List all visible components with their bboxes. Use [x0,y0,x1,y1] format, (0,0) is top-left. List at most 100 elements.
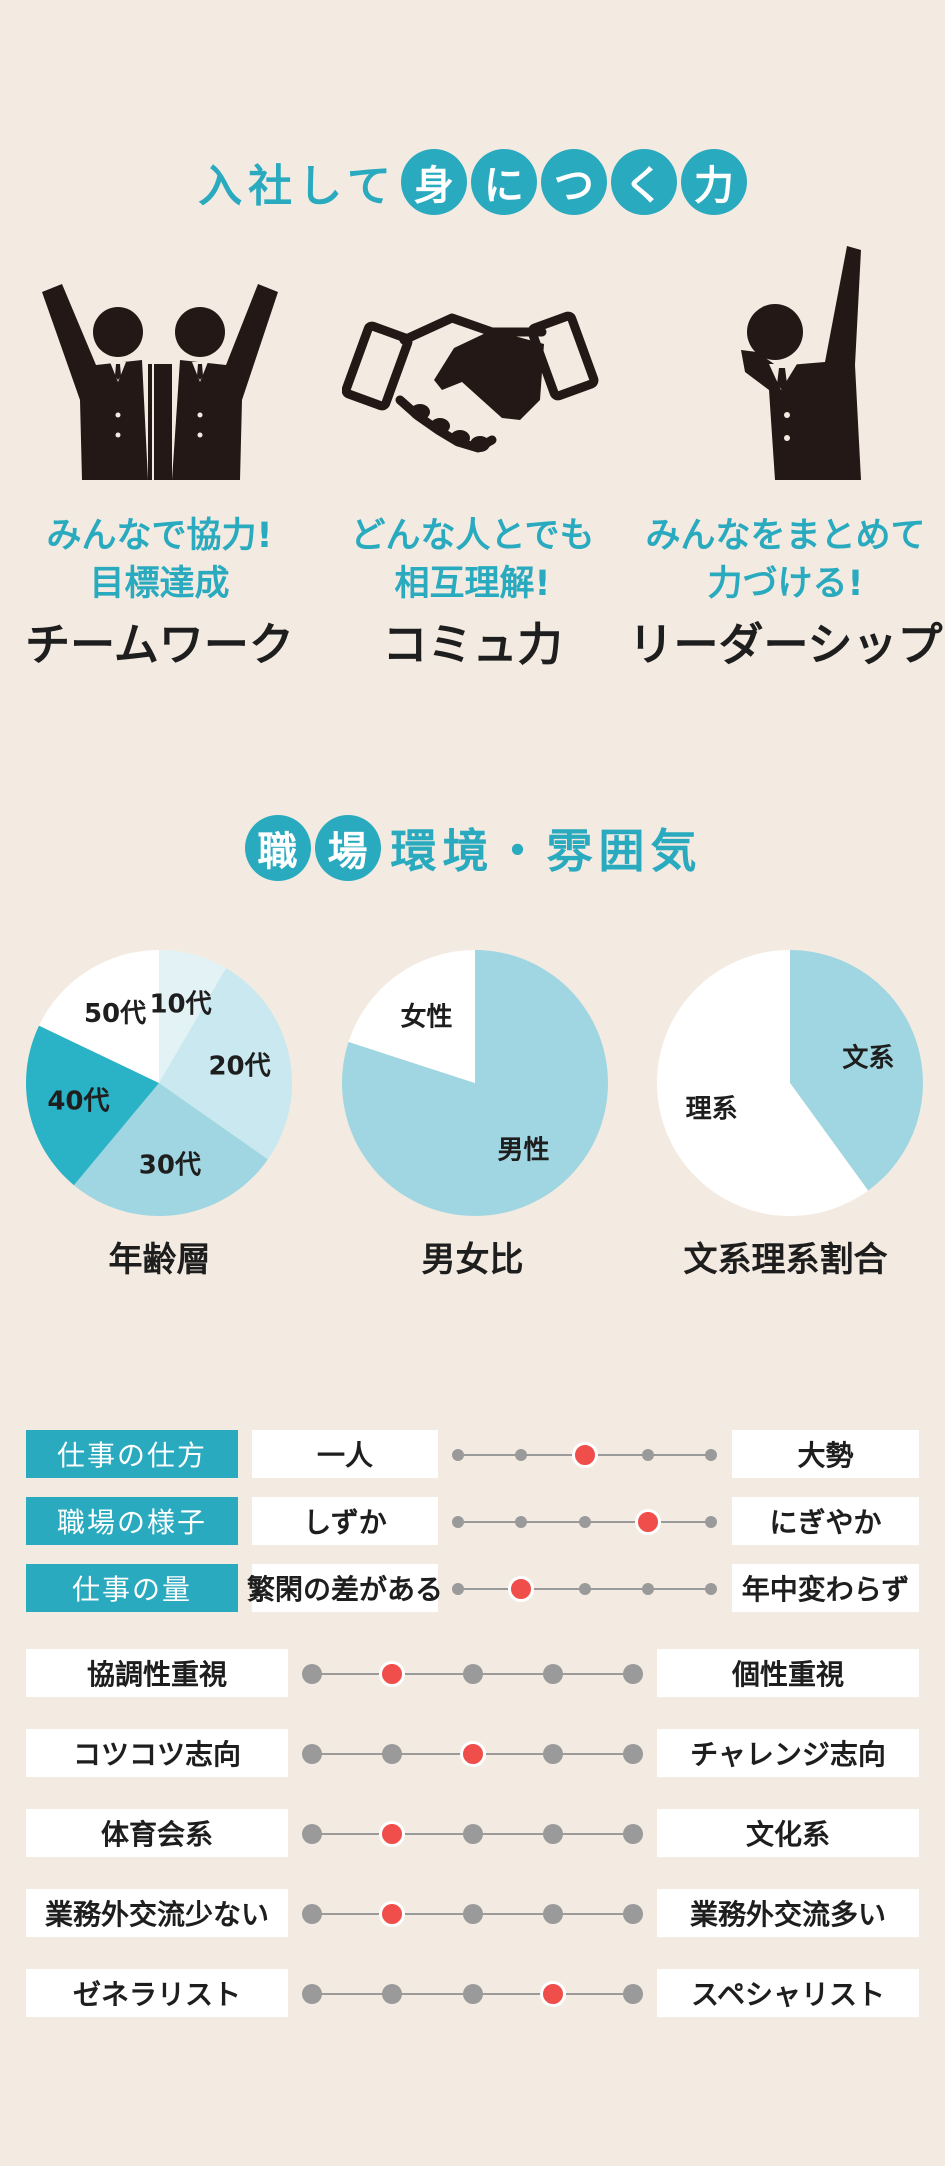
skills-title-circle-1: 身 [400,149,467,215]
slider-point [302,1824,322,1844]
skill-communication: どんな人とでも 相互理解! コミュ力 [315,512,630,680]
slider-marker-active [379,1901,406,1927]
slider-point [623,1664,643,1684]
skills-section-title: 入社して 身 に つ く 力 [0,149,945,215]
slider-left-label: 体育会系 [26,1809,288,1857]
slider-point [705,1449,717,1461]
skill-sub-line1: みんなで協力! [46,516,273,556]
slider-marker-active [379,1661,406,1687]
skill-sub-line1: みんなをまとめて [645,516,926,556]
pie-slice [348,950,475,1083]
slider-left-label: コツコツ志向 [26,1729,288,1777]
slider-right-label: にぎやか [732,1497,919,1545]
slider-point [623,1984,643,2004]
slider-point [462,1904,483,1924]
skills-title-plain: 入社して [198,161,397,212]
slider-right-label: 業務外交流多い [657,1889,919,1937]
skill-title: チームワーク [25,618,294,671]
slider-right-label: スペシャリスト [657,1969,919,2017]
age-pie-chart: 10代 20代 30代 40代 50代 [25,950,292,1216]
slider-point [542,1664,563,1684]
slider-point [578,1516,591,1528]
slider-left-label: 繁閑の差がある [247,1564,443,1612]
slider-point [452,1449,464,1461]
slider-category-label: 職場の様子 [26,1497,238,1545]
slider-point [705,1583,717,1595]
pie-slice-label: 30代 [139,1151,201,1181]
skill-title: コミュ力 [382,618,563,671]
pie-slice-label: 男性 [497,1136,549,1166]
workplace-title-plain: 環境・雰囲気 [390,824,703,878]
slider-point [452,1583,464,1595]
skill-sub-line2: 目標達成 [89,564,230,604]
skill-sub-line2: 力づける! [707,564,864,604]
pie-slice-label: 文系 [842,1043,894,1074]
slider-point [462,1664,483,1684]
humanities-science-pie-chart: 文系理系 [657,950,923,1216]
pie-slice-label: 理系 [686,1094,738,1124]
slider-right-label: 文化系 [657,1809,919,1857]
pie-slice-label: 10代 [149,989,211,1019]
slider-point [302,1744,322,1764]
slider-marker-active [634,1509,661,1535]
slider-point [452,1516,464,1528]
pie-slice [25,1025,159,1186]
slider-left-label: ゼネラリスト [26,1969,288,2017]
slider-point [515,1516,528,1528]
skill-sub-line2: 相互理解! [394,564,551,604]
pie-slice [73,1083,268,1216]
slider-right-label: チャレンジ志向 [657,1729,919,1777]
pie-slice-label: 女性 [401,1001,453,1032]
slider-category-label: 仕事の量 [26,1564,238,1612]
person-raising-hand-icon [705,240,915,490]
slider-point [641,1449,654,1461]
pie-slice-label: 50代 [84,999,146,1029]
pie-slice [39,950,159,1083]
pie-slice [790,950,923,1191]
slider-point [302,1904,322,1924]
slider-point [623,1904,643,1924]
slider-right-label: 大勢 [732,1430,919,1478]
slider-left-label: 一人 [252,1430,438,1478]
pie-slice [159,968,292,1160]
handshake-icon [341,240,602,490]
two-persons-cheering-icon [30,240,290,490]
skill-title: リーダーシップ [628,618,943,671]
slider-point [705,1516,717,1528]
workplace-section-title: 職 場 環境・雰囲気 [0,812,945,884]
slider-point [542,1824,563,1844]
workplace-title-circle-2: 場 [314,815,381,881]
skill-leadership: みんなをまとめて 力づける! リーダーシップ [628,512,943,680]
slider-point [542,1744,563,1764]
slider-right-label: 個性重視 [657,1649,919,1697]
slider-marker-active [539,1981,566,2007]
pie-slice [159,950,227,1083]
slider-left-label: 業務外交流少ない [26,1889,288,1937]
pie-slice-label: 20代 [208,1051,270,1081]
gender-pie-chart: 男性 女性 [342,950,608,1216]
slider-point [302,1664,322,1684]
slider-point [462,1984,483,2004]
slider-point [542,1904,563,1924]
skill-teamwork: みんなで協力! 目標達成 チームワーク [2,512,317,680]
slider-left-label: 協調性重視 [26,1649,288,1697]
pie-slice [657,950,869,1216]
slider-point [515,1449,528,1461]
skills-title-circle-2: に [470,149,537,215]
pie-slice-label: 40代 [47,1087,109,1117]
skills-title-circle-3: つ [540,149,607,215]
slider-left-label: しずか [252,1497,438,1545]
slider-marker-active [379,1821,406,1847]
pie-caption-humanities-science: 文系理系割合 [683,1240,888,1280]
pie-caption-gender: 男女比 [421,1240,524,1280]
slider-point [302,1984,322,2004]
skills-title-circle-4: く [610,149,677,215]
workplace-title-circle-1: 職 [244,815,311,881]
slider-right-label: 年中変わらず [732,1564,919,1612]
slider-point [578,1583,591,1595]
skills-title-circle-5: 力 [680,149,747,215]
slider-point [623,1744,643,1764]
slider-point [641,1583,654,1595]
slider-category-label: 仕事の仕方 [26,1430,238,1478]
pie-caption-age: 年齢層 [108,1240,211,1280]
